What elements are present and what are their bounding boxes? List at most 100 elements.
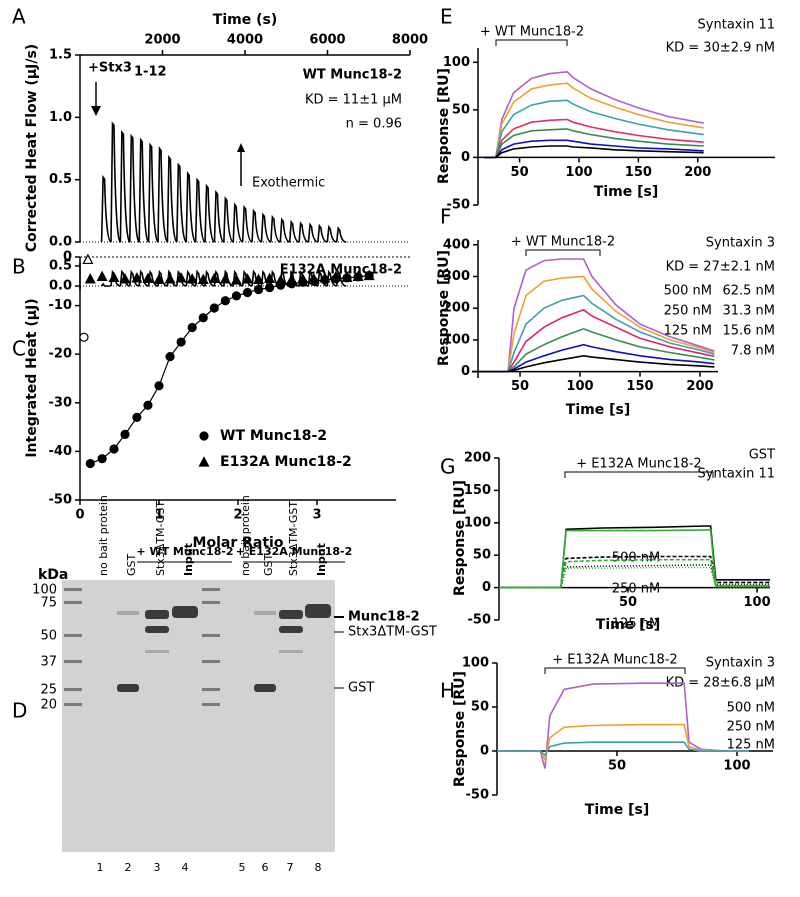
y-tick-label: 200 xyxy=(443,301,470,316)
point xyxy=(120,429,130,439)
point xyxy=(264,272,276,283)
point xyxy=(176,337,186,347)
panel-letter: A xyxy=(12,5,26,29)
marker-label: 37 xyxy=(40,655,57,670)
x-axis-label: Time [s] xyxy=(566,402,630,418)
peak xyxy=(213,189,225,243)
chart-title: Syntaxin 3 xyxy=(706,236,775,251)
annotation: n = 0.96 xyxy=(346,117,402,132)
gel-image xyxy=(62,580,335,852)
marker-label: 50 xyxy=(40,629,57,644)
sensorgram xyxy=(499,566,770,589)
lane-label: no bait protein xyxy=(239,495,252,576)
lane-label: no bait protein xyxy=(97,495,110,576)
annotation: + E132A Munc18-2 xyxy=(552,653,677,668)
y-tick-label: 50 xyxy=(471,700,489,715)
peak xyxy=(119,129,131,243)
point xyxy=(97,454,107,464)
x-tick-label: 200 xyxy=(686,379,713,394)
point xyxy=(363,269,375,281)
point xyxy=(197,273,209,284)
legend-label: 31.3 nM xyxy=(722,304,775,319)
y-tick-label: 0 xyxy=(63,250,72,265)
point xyxy=(219,273,231,284)
y-tick-label: 0.5 xyxy=(49,172,72,187)
y-tick-label: 100 xyxy=(443,55,470,70)
legend-label: 62.5 nM xyxy=(722,284,775,299)
legend-label: 125 nM xyxy=(664,324,712,339)
peak xyxy=(288,219,300,243)
panel-letter: C xyxy=(12,337,26,361)
lane-number: 3 xyxy=(154,861,161,874)
y-tick-label: 50 xyxy=(452,102,470,117)
peak xyxy=(157,146,169,243)
sensorgram xyxy=(483,118,704,159)
gel-header: + WT Munc18-2 xyxy=(136,545,233,558)
peak xyxy=(176,162,188,243)
annotation: + WT Munc18-2 xyxy=(480,25,584,40)
y-tick-label: 300 xyxy=(443,269,470,284)
x-tick-label: 1 xyxy=(154,508,163,523)
peak xyxy=(147,269,159,287)
x-tick-label: 100 xyxy=(566,379,593,394)
legend-marker xyxy=(199,431,209,441)
point xyxy=(242,287,253,298)
band-label: Munc18-2 xyxy=(348,610,420,625)
annotation: 125 nM xyxy=(612,617,660,632)
chart-title: Syntaxin 3 xyxy=(706,656,775,671)
y-tick-label: 100 xyxy=(443,332,470,347)
lane-number: 7 xyxy=(287,861,294,874)
x-tick-label: 150 xyxy=(625,165,652,180)
sensorgram xyxy=(483,70,704,159)
y-tick-label: -10 xyxy=(49,298,73,313)
point xyxy=(209,303,219,313)
x-tick-label: 2000 xyxy=(144,33,180,48)
annotation: 250 nM xyxy=(612,582,660,597)
sensorgram xyxy=(483,82,704,159)
band-label: GST xyxy=(348,681,374,696)
panel-letter: B xyxy=(12,255,26,279)
point xyxy=(164,273,176,284)
y-tick-label: 50 xyxy=(473,548,491,563)
lane-label: Input xyxy=(315,543,328,576)
x-tick-label: 6000 xyxy=(309,33,345,48)
peak xyxy=(194,177,206,243)
y-axis-label: Integrated Heat (µJ) xyxy=(24,298,40,457)
point xyxy=(341,271,353,283)
y-tick-label: 0 xyxy=(461,364,470,379)
peak xyxy=(213,269,225,287)
sensorgram xyxy=(472,308,715,373)
point xyxy=(230,274,242,285)
arrow-head xyxy=(91,106,101,116)
x-axis-label: Time (s) xyxy=(213,12,277,28)
point xyxy=(198,313,208,323)
band-label: Stx3ΔTM-GST xyxy=(348,625,437,640)
sensorgram xyxy=(499,529,770,589)
sensorgram xyxy=(472,275,715,373)
chart-title: Syntaxin 11 xyxy=(698,18,775,33)
sensorgram xyxy=(483,139,704,159)
y-tick-label: 150 xyxy=(464,483,491,498)
peak xyxy=(298,221,309,243)
point xyxy=(308,273,320,284)
point xyxy=(231,291,242,301)
legend-label: 500 nM xyxy=(727,701,775,716)
point xyxy=(241,273,253,284)
legend-label: 250 nM xyxy=(664,304,712,319)
y-axis-label: Response [RU] xyxy=(452,480,468,596)
y-tick-label: 0 xyxy=(480,744,489,759)
annotation: 500 nM xyxy=(612,551,660,566)
peak xyxy=(241,204,253,243)
panel-letter: F xyxy=(440,205,452,229)
x-tick-label: 8000 xyxy=(392,33,428,48)
peak xyxy=(326,269,337,287)
lane-label: GST xyxy=(262,553,275,576)
x-tick-label: 200 xyxy=(684,165,711,180)
annotation: KD = 11±1 µM xyxy=(305,93,402,108)
panel-letter: E xyxy=(440,5,453,29)
marker-label: 25 xyxy=(40,683,57,698)
y-tick-label: -40 xyxy=(49,444,73,459)
gel-header: + E132A Munc18-2 xyxy=(236,545,353,558)
y-tick-label: 1.5 xyxy=(49,48,72,63)
